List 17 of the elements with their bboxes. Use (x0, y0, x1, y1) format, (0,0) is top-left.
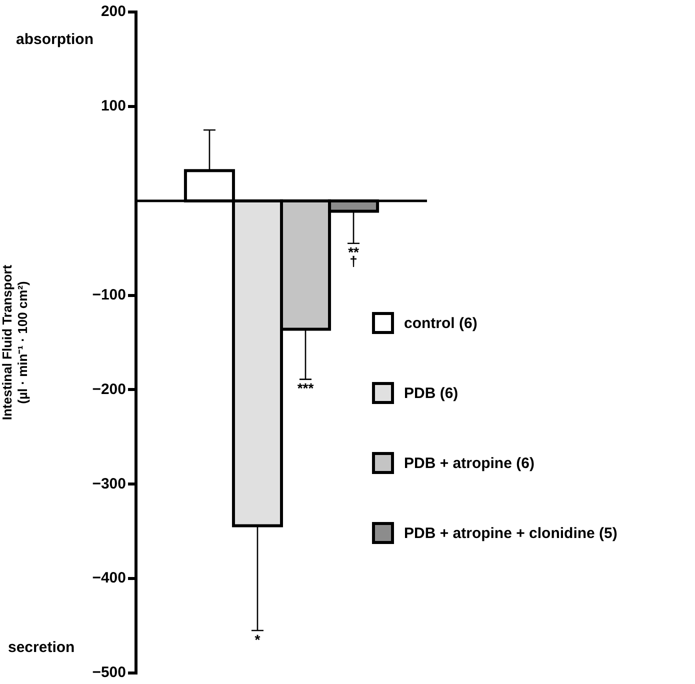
y-tick-label: −100 (92, 286, 126, 304)
y-tick-label: 200 (100, 3, 126, 20)
y-tick-label: 100 (100, 98, 126, 115)
legend-label: PDB (6) (404, 384, 458, 402)
y-tick-label: −200 (92, 380, 126, 398)
text: absorption (16, 31, 94, 48)
legend-label: PDB + atropine + clonidine (5) (404, 524, 618, 542)
y-axis-title: Intestinal Fluid Transport (µl · min⁻¹ · 100 cm²) (0, 264, 30, 420)
legend-label: PDB + atropine (6) (404, 454, 534, 472)
annotation: *** (297, 380, 314, 396)
y-tick-label: −500 (92, 664, 126, 682)
y-tick-label: −300 (92, 475, 126, 492)
annotation: ** † (348, 244, 360, 270)
legend-label: control (6) (404, 314, 478, 332)
text: secretion (8, 639, 75, 656)
y-tick-label: −400 (92, 570, 126, 587)
annotation: * (254, 631, 261, 648)
